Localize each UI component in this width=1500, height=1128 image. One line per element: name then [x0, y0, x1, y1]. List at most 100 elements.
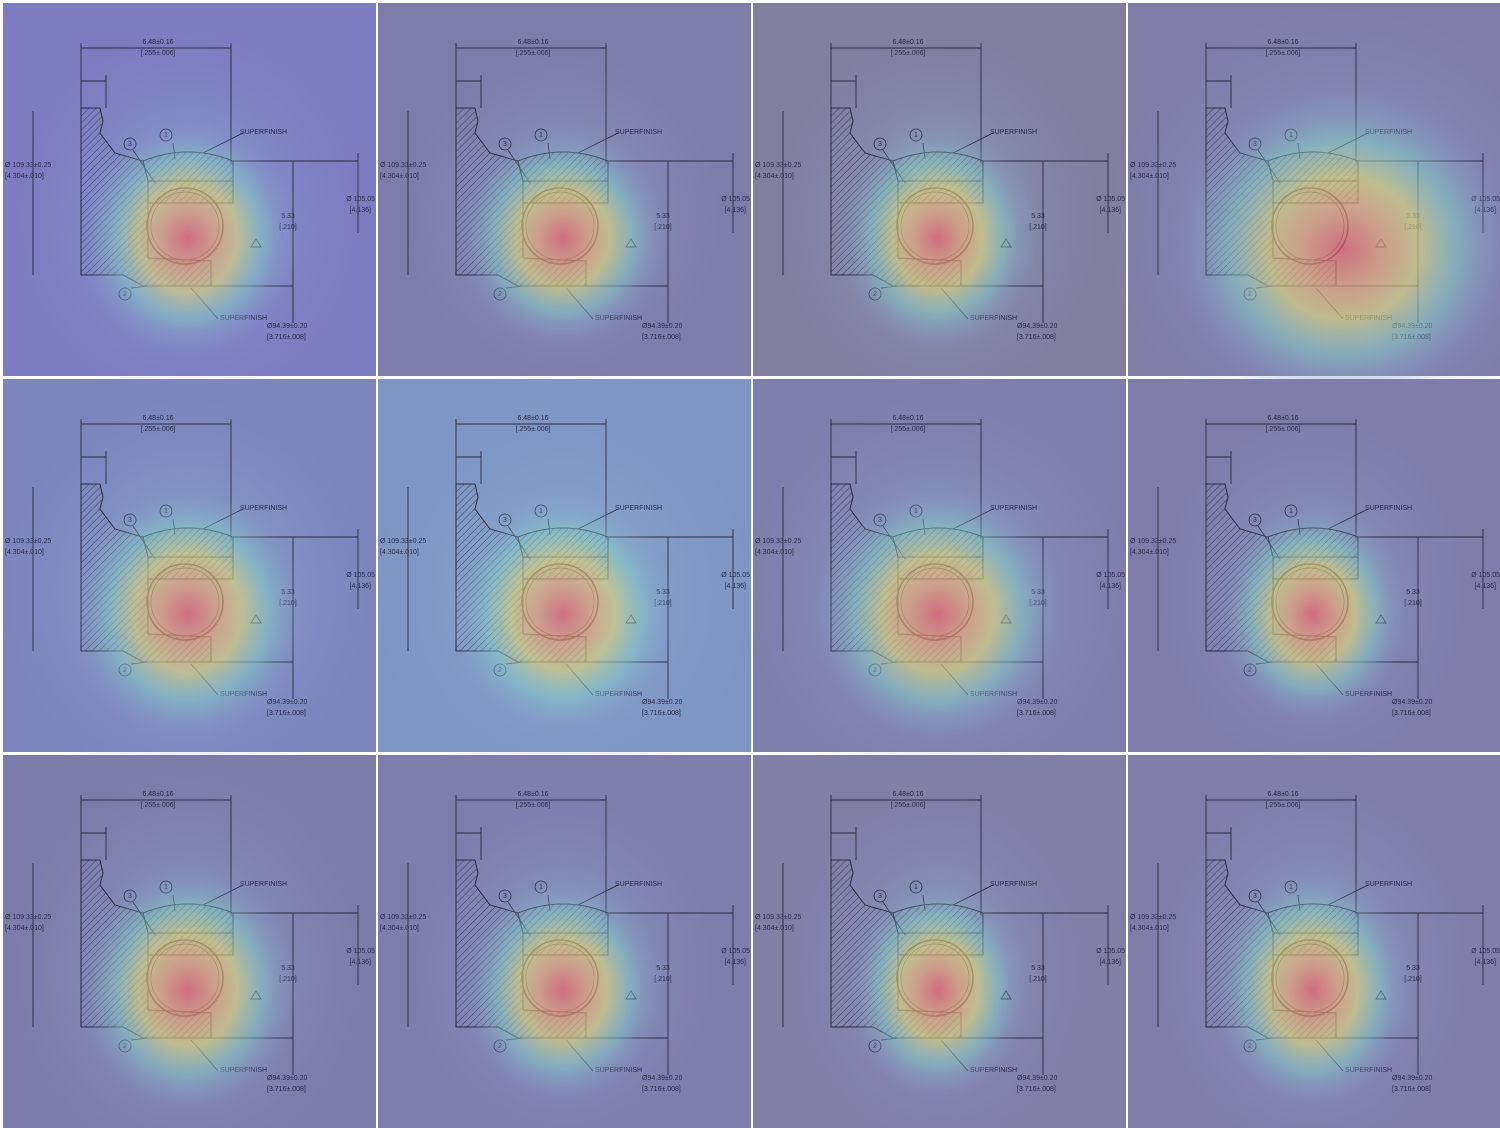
- dimension-label: Ø 105.05: [721, 948, 750, 955]
- dimension-label: [.255±.006]: [1266, 426, 1301, 433]
- dimension-label: [4.136]: [350, 207, 371, 214]
- dimension-label: [3.716±.008]: [1392, 710, 1431, 717]
- dimension-label: [4.304±.010]: [755, 173, 794, 180]
- dimension-label: 6.48±0.16: [142, 39, 173, 46]
- dimension-label: [4.304±.010]: [1130, 173, 1169, 180]
- balloon-label: 3: [503, 141, 507, 148]
- callout-label: SUPERFINISH: [1365, 881, 1412, 888]
- panel: 1236.48±0.16[.255±.006]SUPERFINISHSUPERF…: [0, 379, 380, 801]
- dimension-label: [4.304±.010]: [755, 925, 794, 932]
- dimension-label: Ø 109.33±0.25: [755, 914, 801, 921]
- dimension-label: 5.33: [1031, 213, 1045, 220]
- panel: 1236.48±0.16[.255±.006]SUPERFINISHSUPERF…: [1128, 755, 1500, 1128]
- dimension-label: [4.136]: [1475, 959, 1496, 966]
- dimension-label: [4.304±.010]: [5, 549, 44, 556]
- heat-spot: [68, 483, 308, 743]
- dimension-label: [4.304±.010]: [1130, 549, 1169, 556]
- dimension-label: 6.48±0.16: [517, 415, 548, 422]
- callout-label: SUPERFINISH: [990, 505, 1037, 512]
- dimension-label: [3.716±.008]: [267, 710, 306, 717]
- dimension-label: [4.304±.010]: [380, 173, 419, 180]
- dimension-label: [3.716±.008]: [642, 334, 681, 341]
- dimension-label: [3.716±.008]: [642, 1086, 681, 1093]
- dimension-label: [.210]: [1029, 976, 1047, 983]
- dimension-label: Ø 109.33±0.25: [380, 914, 426, 921]
- dimension-label: Ø94.39±0.20: [1017, 1075, 1058, 1082]
- callout-label: SUPERFINISH: [240, 129, 287, 136]
- dimension-label: 5.33: [1406, 965, 1420, 972]
- balloon: [873, 889, 887, 903]
- dimension-label: [.255±.006]: [141, 802, 176, 809]
- balloon: [1248, 513, 1262, 527]
- dimension-label: Ø 105.05: [721, 196, 750, 203]
- dimension-label: [4.304±.010]: [5, 173, 44, 180]
- dimension-label: Ø94.39±0.20: [642, 699, 683, 706]
- dimension-label: 5.33: [1031, 965, 1045, 972]
- dimension-label: Ø 109.33±0.25: [1130, 914, 1176, 921]
- heat-spot: [458, 128, 668, 348]
- dimension-label: 6.48±0.16: [892, 791, 923, 798]
- dimension-label: Ø 105.05: [346, 948, 375, 955]
- dimension-label: Ø94.39±0.20: [1392, 1075, 1433, 1082]
- dimension-label: 6.48±0.16: [1267, 791, 1298, 798]
- dimension-label: [.255±.006]: [141, 426, 176, 433]
- dimension-label: [.255±.006]: [1266, 802, 1301, 809]
- dimension-label: [4.136]: [725, 959, 746, 966]
- dimension-label: [4.304±.010]: [1130, 925, 1169, 932]
- dimension-label: [.255±.006]: [141, 50, 176, 57]
- heat-spot: [1213, 870, 1413, 1110]
- dimension-label: Ø 105.05: [346, 572, 375, 579]
- callout-label: SUPERFINISH: [990, 129, 1037, 136]
- heat-spot: [78, 118, 298, 358]
- callout-label: SUPERFINISH: [615, 505, 662, 512]
- dimension-label: Ø94.39±0.20: [267, 699, 308, 706]
- panel: 1236.48±0.16[.255±.006]SUPERFINISHSUPERF…: [738, 379, 1138, 802]
- panel: 1236.48±0.16[.255±.006]SUPERFINISHSUPERF…: [3, 755, 376, 1128]
- dimension-label: [3.716±.008]: [1017, 334, 1056, 341]
- dimension-label: 6.48±0.16: [142, 791, 173, 798]
- dimension-label: Ø 109.33±0.25: [1130, 538, 1176, 545]
- dimension-label: [4.304±.010]: [5, 925, 44, 932]
- dimension-label: [.210]: [1029, 224, 1047, 231]
- dimension-label: Ø 109.33±0.25: [380, 162, 426, 169]
- dimension-label: [4.304±.010]: [380, 549, 419, 556]
- panel: 1236.48±0.16[.255±.006]SUPERFINISHSUPERF…: [3, 3, 376, 410]
- callout-label: SUPERFINISH: [1365, 505, 1412, 512]
- balloon-label: 3: [1253, 517, 1257, 524]
- dimension-label: 6.48±0.16: [1267, 39, 1298, 46]
- dimension-label: [.255±.006]: [1266, 50, 1301, 57]
- dimension-label: [4.136]: [1475, 583, 1496, 590]
- dimension-label: Ø94.39±0.20: [642, 1075, 683, 1082]
- dimension-label: 6.48±0.16: [892, 415, 923, 422]
- callout-label: SUPERFINISH: [615, 129, 662, 136]
- dimension-label: [.210]: [654, 976, 672, 983]
- callout-label: SUPERFINISH: [240, 881, 287, 888]
- dimension-label: Ø94.39±0.20: [267, 1075, 308, 1082]
- dimension-label: [.210]: [1404, 600, 1422, 607]
- dimension-label: Ø94.39±0.20: [1017, 699, 1058, 706]
- dimension-label: [3.716±.008]: [642, 710, 681, 717]
- dimension-label: Ø 109.33±0.25: [5, 914, 51, 921]
- dimension-label: [4.136]: [1100, 583, 1121, 590]
- dimension-label: 6.48±0.16: [1267, 415, 1298, 422]
- panel: 1236.48±0.16[.255±.006]SUPERFINISHSUPERF…: [1105, 3, 1500, 452]
- dimension-label: [4.304±.010]: [380, 925, 419, 932]
- dimension-label: Ø 109.33±0.25: [5, 538, 51, 545]
- dimension-label: Ø94.39±0.20: [1017, 323, 1058, 330]
- heat-spot: [838, 123, 1038, 353]
- dimension-label: [.255±.006]: [891, 426, 926, 433]
- dimension-label: Ø 109.33±0.25: [380, 538, 426, 545]
- panel: 1236.48±0.16[.255±.006]SUPERFINISHSUPERF…: [378, 3, 751, 394]
- dimension-label: Ø94.39±0.20: [1392, 699, 1433, 706]
- heat-spot: [448, 489, 678, 739]
- dimension-label: 6.48±0.16: [517, 791, 548, 798]
- dimension-label: Ø 109.33±0.25: [1130, 162, 1176, 169]
- dimension-label: 5.33: [656, 965, 670, 972]
- dimension-label: 6.48±0.16: [892, 39, 923, 46]
- dimension-label: [4.136]: [350, 959, 371, 966]
- dimension-label: 6.48±0.16: [142, 415, 173, 422]
- dimension-label: [.210]: [1404, 976, 1422, 983]
- dimension-label: Ø 105.05: [1471, 572, 1500, 579]
- dimension-label: [4.136]: [1100, 959, 1121, 966]
